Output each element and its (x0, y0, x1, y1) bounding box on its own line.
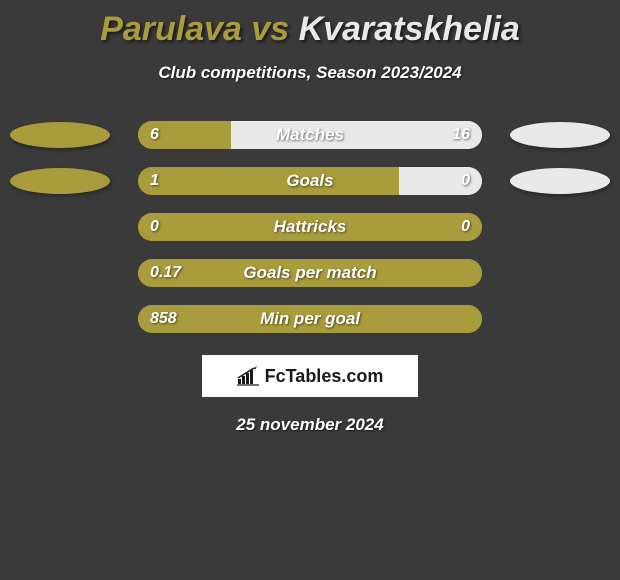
stat-label: Hattricks (138, 213, 482, 241)
stat-bar: Matches6 16 (138, 121, 482, 149)
player1-badge (10, 214, 110, 240)
player1-badge (10, 306, 110, 332)
stat-rows: Matches616Goals10Hattricks00Goals per ma… (0, 121, 620, 333)
subtitle: Club competitions, Season 2023/2024 (0, 63, 620, 83)
player2-ellipse-icon (510, 168, 610, 194)
stat-label: Goals per match (138, 259, 482, 287)
vs-text: vs (242, 10, 299, 48)
stat-value-left: 6 (150, 121, 159, 149)
date-label: 25 november 2024 (0, 415, 620, 435)
stat-bar: Min per goal858 (138, 305, 482, 333)
stat-value-left: 0 (150, 213, 159, 241)
logo-label: FcTables.com (265, 366, 384, 387)
player2-badge (510, 214, 610, 240)
logo-box: FcTables.com (202, 355, 418, 397)
comparison-title: Parulava vs Kvaratskhelia (0, 0, 620, 49)
player1-ellipse-icon (10, 168, 110, 194)
stat-row: Goals per match0.17 (0, 259, 620, 287)
player2-badge (510, 168, 610, 194)
stat-value-right: 0 (461, 213, 470, 241)
player2-badge (510, 122, 610, 148)
player2-badge (510, 260, 610, 286)
player2-name: Kvaratskhelia (299, 10, 520, 48)
player1-ellipse-icon (10, 122, 110, 148)
stat-value-left: 858 (150, 305, 177, 333)
stat-label: Matches (138, 121, 482, 149)
stat-row: Min per goal858 (0, 305, 620, 333)
stat-bar: Hattricks0 0 (138, 213, 482, 241)
stat-bar: Goals1 0 (138, 167, 482, 195)
player2-ellipse-icon (510, 122, 610, 148)
player1-name: Parulava (100, 10, 242, 48)
stat-value-right: 16 (452, 121, 470, 149)
player1-badge (10, 260, 110, 286)
stat-value-left: 0.17 (150, 259, 181, 287)
chart-bar-icon (237, 366, 259, 386)
stat-value-right: 0 (461, 167, 470, 195)
stat-row: Hattricks0 0 (0, 213, 620, 241)
stat-value-left: 1 (150, 167, 159, 195)
player2-badge (510, 306, 610, 332)
stat-bar: Goals per match0.17 (138, 259, 482, 287)
stat-label: Goals (138, 167, 482, 195)
stat-label: Min per goal (138, 305, 482, 333)
player1-badge (10, 122, 110, 148)
stat-row: Matches6 16 (0, 121, 620, 149)
player1-badge (10, 168, 110, 194)
stat-row: Goals1 0 (0, 167, 620, 195)
